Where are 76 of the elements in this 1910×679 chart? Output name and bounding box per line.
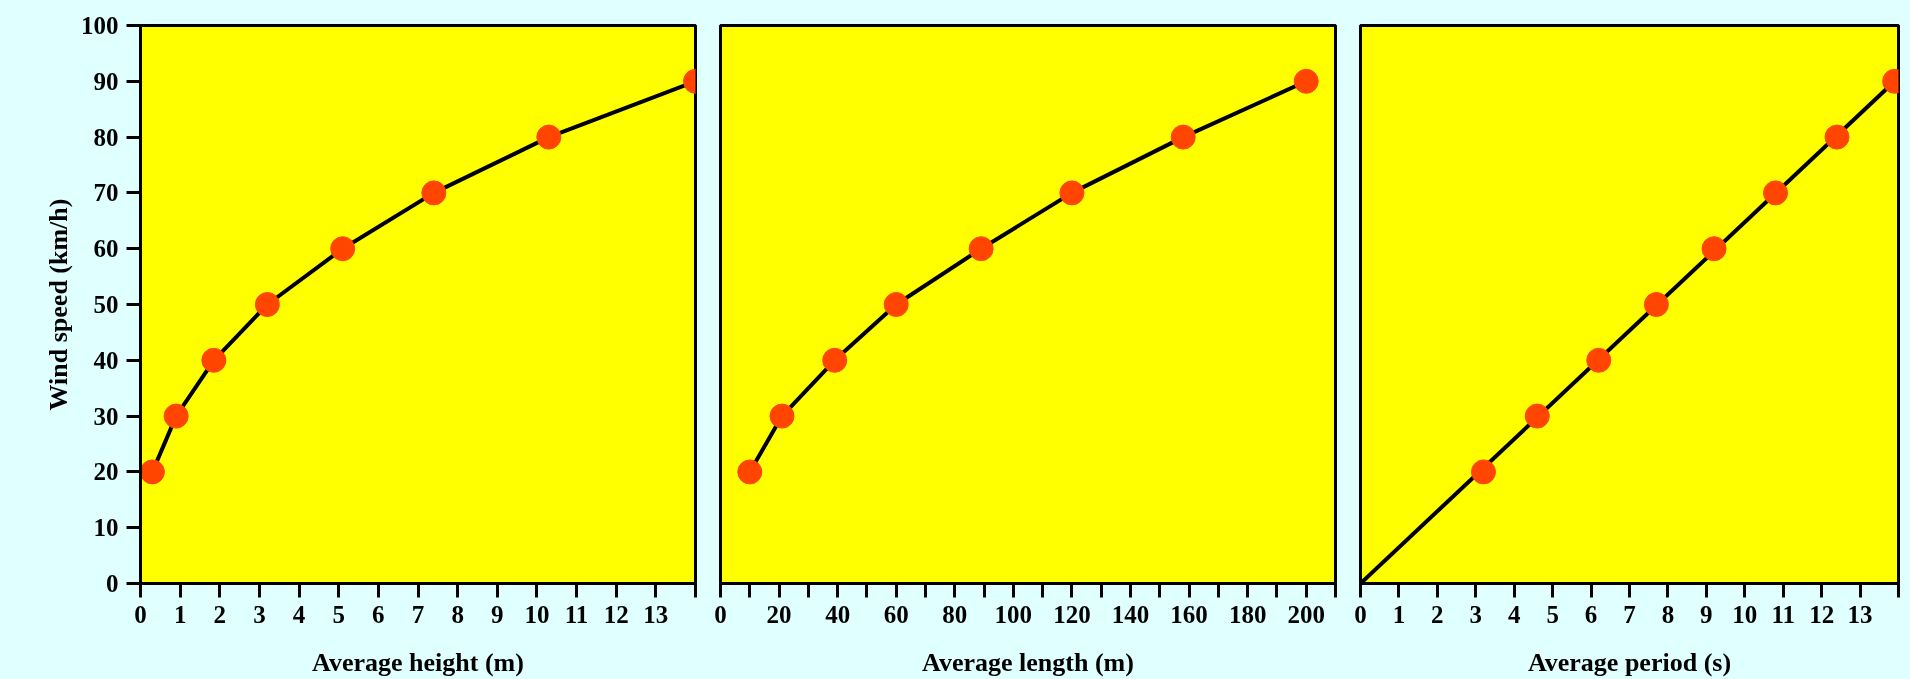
x-tick-label: 8 <box>1661 600 1675 628</box>
x-tick-label: 40 <box>825 600 851 628</box>
x-tick-label: 9 <box>1700 600 1713 628</box>
point <box>1701 236 1727 262</box>
x-tick-label: 8 <box>451 600 464 628</box>
x-tick-label: 7 <box>411 600 425 628</box>
x-tick-label: 12 <box>1809 600 1835 628</box>
x-tick-label: 6 <box>372 600 385 628</box>
x-tick-label: 10 <box>1732 600 1758 628</box>
x-tick-label: 1 <box>173 600 187 628</box>
point <box>1059 180 1085 206</box>
point <box>1643 292 1669 317</box>
x-tick-label: 11 <box>564 600 589 628</box>
point <box>201 347 227 373</box>
y-tick-label: 40 <box>93 346 119 374</box>
point <box>536 124 562 150</box>
point <box>421 180 447 206</box>
x-tick-label: 5 <box>332 600 345 628</box>
x-tick-label: 4 <box>292 600 306 628</box>
x-tick-label: 7 <box>1623 600 1636 628</box>
x-tick-label: 180 <box>1228 600 1267 628</box>
x-tick-label: 100 <box>994 600 1033 628</box>
point <box>769 403 795 429</box>
x-tick-label: 11 <box>1771 600 1796 628</box>
point <box>330 236 356 262</box>
x-tick-label: 10 <box>524 600 550 628</box>
x-tick-label: 3 <box>1469 600 1483 628</box>
x-tick-label: 13 <box>1847 600 1873 628</box>
x-axis-title: Average height (m) <box>312 647 524 677</box>
x-tick-label: 6 <box>1584 600 1598 628</box>
y-tick-label: 90 <box>93 67 119 95</box>
y-tick-label: 100 <box>81 12 119 39</box>
y-tick-label: 50 <box>93 291 119 318</box>
point <box>883 292 909 317</box>
x-tick-label: 9 <box>491 600 504 628</box>
x-tick-label: 2 <box>1431 600 1444 628</box>
point <box>1470 459 1496 485</box>
y-tick-label: 20 <box>93 458 119 486</box>
point <box>1293 68 1319 94</box>
x-tick-label: 3 <box>253 600 266 628</box>
x-tick-label: 200 <box>1287 600 1325 628</box>
x-tick-label: 1 <box>1392 600 1406 628</box>
x-tick-label: 60 <box>883 600 909 628</box>
x-tick-label: 4 <box>1507 600 1521 628</box>
point <box>1524 403 1550 429</box>
point <box>968 236 994 262</box>
y-tick-label: 80 <box>93 123 119 151</box>
y-tick-label: 30 <box>93 402 119 430</box>
x-tick-label: 5 <box>1546 600 1559 628</box>
x-tick-label: 160 <box>1170 600 1208 628</box>
point <box>1586 347 1612 373</box>
point <box>1763 180 1789 206</box>
point <box>254 292 280 317</box>
x-tick-label: 0 <box>714 600 727 628</box>
x-tick-label: 120 <box>1053 600 1091 628</box>
x-tick-label: 0 <box>1354 600 1367 628</box>
point <box>737 459 763 485</box>
point <box>1170 124 1196 150</box>
x-tick-label: 80 <box>942 600 968 628</box>
point <box>822 347 848 373</box>
x-tick-label: 13 <box>643 600 669 628</box>
x-tick-label: 12 <box>603 600 629 628</box>
y-tick-label: 60 <box>93 235 119 263</box>
x-tick-label: 2 <box>213 600 227 628</box>
x-tick-label: 140 <box>1111 600 1150 628</box>
y-axis-title: Wind speed (km/h) <box>44 198 73 411</box>
x-tick-label: 0 <box>134 600 147 628</box>
x-tick-label: 20 <box>766 600 792 628</box>
x-axis-title: Average period (s) <box>1527 647 1732 677</box>
y-tick-label: 0 <box>106 570 119 597</box>
point <box>1824 124 1850 150</box>
y-tick-label: 70 <box>93 179 119 207</box>
point <box>163 403 189 429</box>
point <box>140 459 165 485</box>
y-tick-label: 10 <box>93 514 119 542</box>
x-axis-title: Average length (m) <box>922 647 1134 677</box>
